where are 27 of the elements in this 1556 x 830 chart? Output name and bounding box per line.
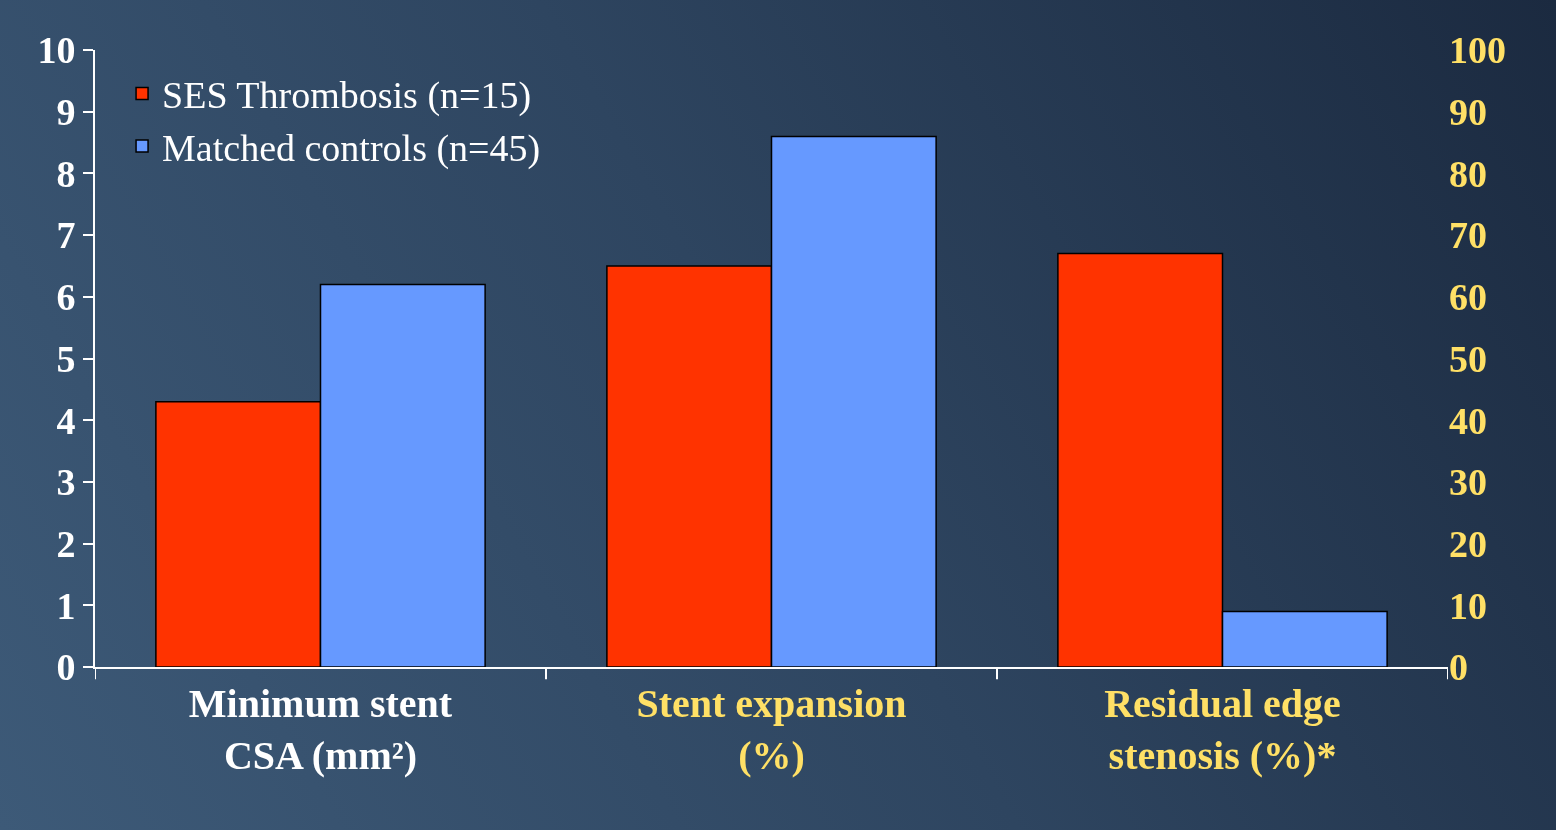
y2-tick-label: 50 [1449,337,1487,380]
y-tick-label: 0 [56,646,76,689]
y-tick-label: 9 [56,91,76,133]
y2-tick-label: 100 [1449,29,1506,72]
y2-tick-label: 60 [1449,276,1487,319]
y2-tick-label: 70 [1449,214,1487,257]
y-tick-label: 6 [56,276,76,319]
x-tick-label: Stent expansion (%) [636,681,907,778]
y-tick-label: 5 [56,337,76,380]
y2-tick-label: 80 [1449,152,1487,195]
y-tick-label: 8 [56,152,76,195]
y-tick-label: 3 [56,461,76,504]
y-tick-label: 2 [56,522,76,565]
x-tick-label: Residual edge stenosis (%)* [1104,681,1341,778]
y2-tick-label: 20 [1449,522,1487,565]
y2-tick-label: 10 [1449,584,1487,627]
y2-tick-label: 90 [1449,91,1487,133]
y-tick-label: 4 [56,399,76,442]
y-tick-label: 1 [56,584,76,627]
legend-label: SES Thrombosis (n=15) [162,74,532,118]
legend-label: Matched controls (n=45) [162,126,541,170]
y2-tick-label: 40 [1449,399,1487,442]
y-tick-label: 7 [56,214,76,257]
x-tick-label: Minimum stent CSA (mm²) [188,681,453,778]
y2-tick-label: 30 [1449,461,1487,504]
y2-tick-label: 0 [1449,646,1468,689]
y-tick-label: 10 [37,29,76,72]
